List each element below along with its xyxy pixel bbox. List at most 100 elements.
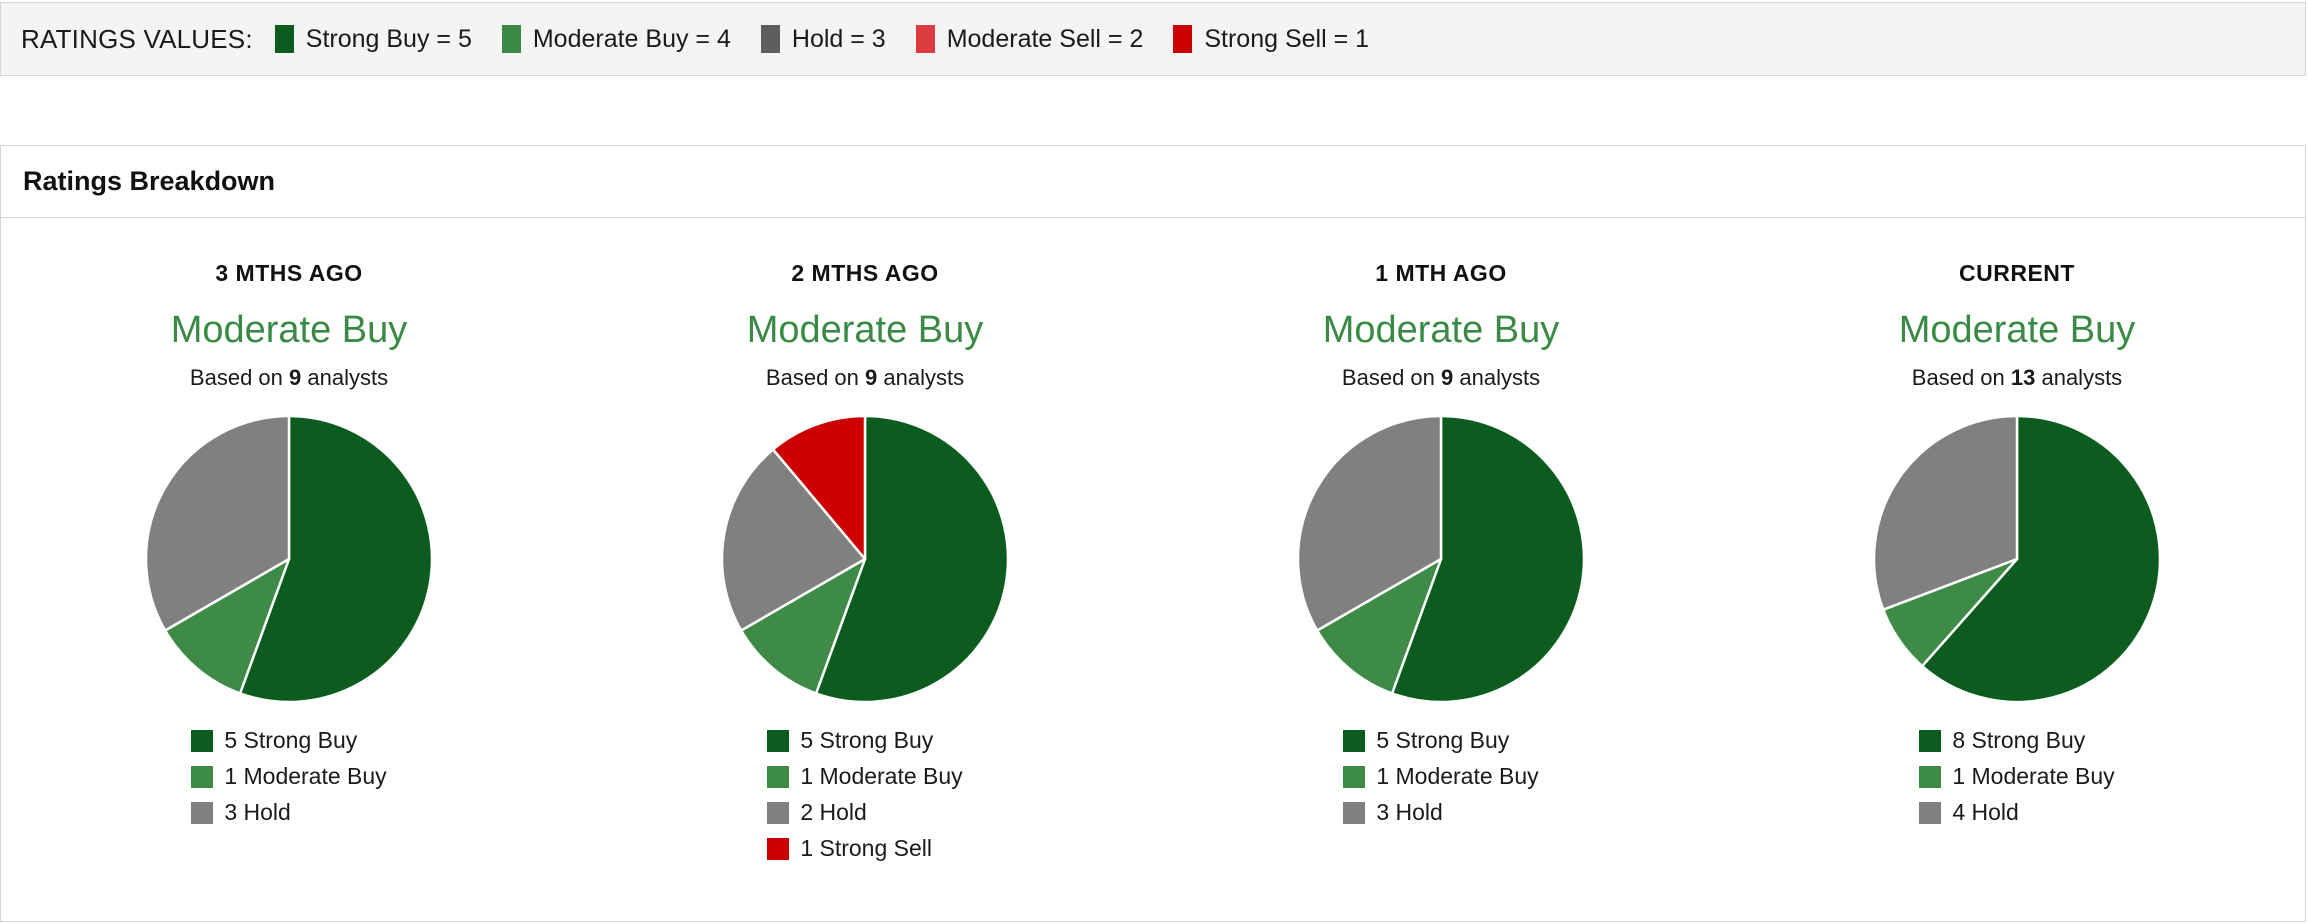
legend-item: 5 Strong Buy bbox=[767, 723, 933, 759]
ratings-breakdown-panel: Ratings Breakdown 3 MTHS AGO Moderate Buy… bbox=[0, 145, 2306, 922]
ratings-values-list: Strong Buy = 5 Moderate Buy = 4 Hold = 3 Mo… bbox=[274, 24, 1399, 54]
swatch-icon bbox=[767, 765, 790, 788]
legend-item-label: 5 Strong Buy bbox=[800, 727, 934, 754]
pie-slice bbox=[1390, 414, 1586, 704]
pie-slice bbox=[1872, 414, 2019, 611]
swatch-icon bbox=[501, 25, 521, 53]
swatch-icon bbox=[1343, 729, 1366, 752]
swatch-icon bbox=[767, 801, 790, 824]
legend-item: 1 Moderate Buy bbox=[1343, 759, 1539, 795]
analyst-count-suffix: analysts bbox=[1453, 364, 1541, 390]
ratings-breakdown-columns: 3 MTHS AGO Moderate Buy Based on 9 analyst… bbox=[1, 218, 2305, 867]
legend-item-label: 3 Hold bbox=[224, 799, 291, 826]
ratings-column: CURRENT Moderate Buy Based on 13 analysts 8… bbox=[1729, 260, 2305, 867]
consensus-rating-label: Moderate Buy bbox=[746, 309, 984, 351]
analyst-count-value: 9 bbox=[865, 364, 878, 390]
swatch-icon bbox=[191, 801, 214, 824]
legend-item: 1 Moderate Buy bbox=[1919, 759, 2115, 795]
legend-item-label: 5 Strong Buy bbox=[224, 727, 358, 754]
consensus-rating-label: Moderate Buy bbox=[1322, 309, 1560, 351]
swatch-icon bbox=[767, 729, 790, 752]
ratings-column: 3 MTHS AGO Moderate Buy Based on 9 analyst… bbox=[1, 260, 577, 867]
legend-item: 8 Strong Buy bbox=[1919, 723, 2085, 759]
pie-slice bbox=[1920, 414, 2162, 704]
pie-slice bbox=[144, 414, 291, 632]
ratings-value-item: Strong Sell = 1 bbox=[1173, 25, 1369, 54]
consensus-rating-label: Moderate Buy bbox=[1898, 309, 2136, 351]
analyst-count-text: Based on 9 analysts bbox=[766, 365, 964, 391]
ratings-column-header: 3 MTHS AGO bbox=[215, 260, 363, 286]
pie-chart bbox=[1872, 414, 2162, 704]
legend-item-label: 1 Moderate Buy bbox=[800, 763, 963, 790]
legend-item-label: 3 Hold bbox=[1376, 799, 1443, 826]
swatch-icon bbox=[1919, 801, 1942, 824]
legend-item: 3 Hold bbox=[191, 795, 291, 831]
ratings-column-header: CURRENT bbox=[1959, 260, 2075, 286]
pie-slice bbox=[1296, 414, 1443, 632]
legend-item-label: 1 Strong Sell bbox=[800, 835, 933, 862]
swatch-icon bbox=[760, 25, 780, 53]
pie-chart-legend: 5 Strong Buy 1 Moderate Buy 2 Hold 1 Strong… bbox=[767, 723, 963, 867]
analyst-count-prefix: Based on bbox=[189, 364, 289, 390]
pie-slice bbox=[163, 557, 291, 695]
swatch-icon bbox=[767, 837, 790, 860]
legend-item-label: 5 Strong Buy bbox=[1376, 727, 1510, 754]
pie-slice bbox=[739, 557, 867, 695]
ratings-value-label: Strong Buy = 5 bbox=[305, 24, 472, 53]
ratings-value-item: Moderate Buy = 4 bbox=[501, 24, 731, 54]
legend-item: 3 Hold bbox=[1343, 795, 1443, 831]
pie-chart-legend: 5 Strong Buy 1 Moderate Buy 3 Hold bbox=[1343, 723, 1539, 831]
analyst-count-prefix: Based on bbox=[1341, 364, 1441, 390]
legend-item: 1 Moderate Buy bbox=[767, 759, 963, 795]
swatch-icon bbox=[1173, 25, 1193, 53]
ratings-value-item: Moderate Sell = 2 bbox=[915, 24, 1144, 54]
ratings-values-bar: RATINGS VALUES: Strong Buy = 5 Moderate B… bbox=[0, 2, 2306, 76]
ratings-value-label: Hold = 3 bbox=[791, 24, 886, 53]
ratings-column: 2 MTHS AGO Moderate Buy Based on 9 analyst… bbox=[577, 260, 1153, 867]
swatch-icon bbox=[1919, 765, 1942, 788]
swatch-icon bbox=[191, 729, 214, 752]
pie-chart-container bbox=[1295, 413, 1587, 705]
pie-slice bbox=[771, 414, 867, 561]
ratings-breakdown-header: Ratings Breakdown bbox=[1, 146, 2305, 218]
pie-chart-container bbox=[719, 413, 1011, 705]
pie-slice bbox=[720, 448, 867, 632]
analyst-count-text: Based on 9 analysts bbox=[1342, 365, 1540, 391]
pie-chart bbox=[720, 414, 1010, 704]
pie-chart-container bbox=[143, 413, 435, 705]
consensus-rating-label: Moderate Buy bbox=[170, 309, 408, 351]
page-title: Ratings Breakdown bbox=[23, 166, 276, 196]
legend-item: 1 Moderate Buy bbox=[191, 759, 387, 795]
pie-chart bbox=[144, 414, 434, 704]
ratings-value-item: Strong Buy = 5 bbox=[274, 24, 472, 54]
analyst-count-text: Based on 9 analysts bbox=[190, 365, 388, 391]
ratings-value-label: Moderate Sell = 2 bbox=[946, 24, 1144, 53]
ratings-value-label: Strong Sell = 1 bbox=[1204, 24, 1370, 53]
pie-slice bbox=[238, 414, 434, 704]
legend-item-label: 8 Strong Buy bbox=[1952, 727, 2086, 754]
legend-item: 5 Strong Buy bbox=[191, 723, 357, 759]
analyst-count-suffix: analysts bbox=[877, 364, 965, 390]
ratings-column-header: 2 MTHS AGO bbox=[791, 260, 939, 286]
analyst-count-text: Based on 13 analysts bbox=[1912, 365, 2122, 391]
ratings-column-header: 1 MTH AGO bbox=[1375, 260, 1507, 286]
ratings-value-label: Moderate Buy = 4 bbox=[532, 24, 731, 53]
legend-item: 4 Hold bbox=[1919, 795, 2019, 831]
pie-slice bbox=[814, 414, 1010, 704]
analyst-count-value: 9 bbox=[289, 364, 302, 390]
legend-item: 1 Strong Sell bbox=[767, 831, 932, 867]
ratings-values-title: RATINGS VALUES: bbox=[21, 23, 253, 54]
legend-item: 5 Strong Buy bbox=[1343, 723, 1509, 759]
swatch-icon bbox=[1343, 765, 1366, 788]
analyst-count-suffix: analysts bbox=[301, 364, 389, 390]
legend-item-label: 2 Hold bbox=[800, 799, 867, 826]
legend-item-label: 1 Moderate Buy bbox=[1376, 763, 1539, 790]
pie-slice bbox=[1315, 557, 1443, 695]
ratings-column: 1 MTH AGO Moderate Buy Based on 9 analysts… bbox=[1153, 260, 1729, 867]
analyst-count-prefix: Based on bbox=[1911, 364, 2011, 390]
pie-chart-container bbox=[1871, 413, 2163, 705]
swatch-icon bbox=[1343, 801, 1366, 824]
legend-item-label: 1 Moderate Buy bbox=[1952, 763, 2115, 790]
analyst-count-prefix: Based on bbox=[765, 364, 865, 390]
analyst-count-value: 13 bbox=[2010, 364, 2036, 390]
